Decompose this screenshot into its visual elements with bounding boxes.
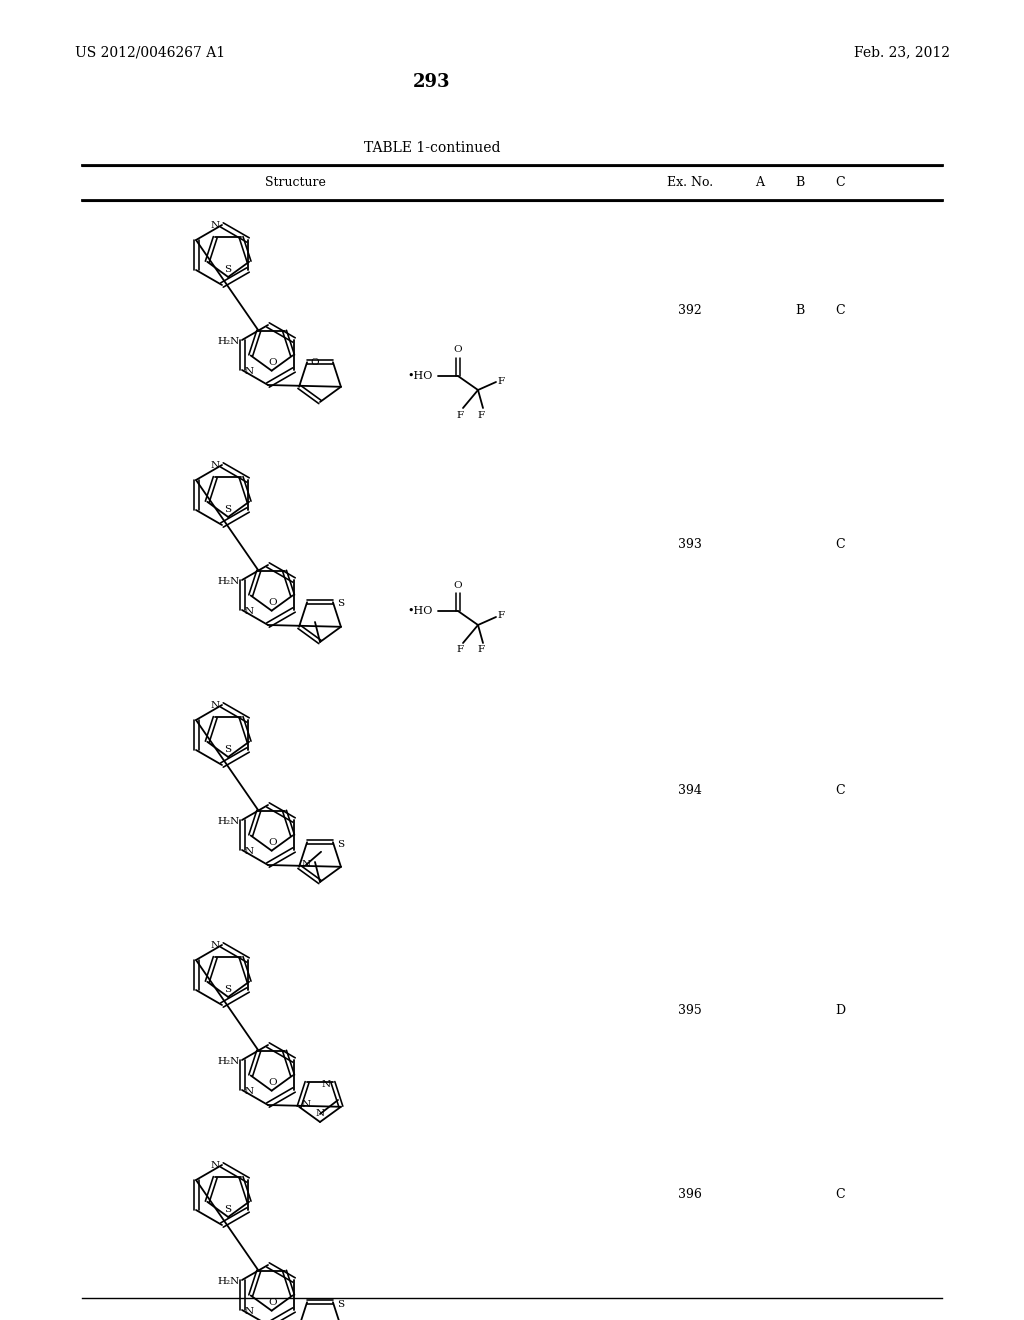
Text: S: S	[337, 599, 344, 607]
Text: S: S	[337, 1300, 344, 1308]
Text: 392: 392	[678, 304, 701, 317]
Text: C: C	[836, 177, 845, 190]
Text: H₂N: H₂N	[218, 577, 240, 586]
Text: O: O	[268, 358, 276, 367]
Text: O: O	[268, 598, 276, 607]
Text: F: F	[457, 411, 464, 420]
Text: B: B	[796, 304, 805, 317]
Text: N: N	[245, 846, 254, 855]
Text: 395: 395	[678, 1003, 701, 1016]
Text: N: N	[315, 1110, 325, 1118]
Text: 394: 394	[678, 784, 701, 796]
Text: N: N	[211, 220, 219, 230]
Text: N: N	[322, 1080, 331, 1089]
Text: TABLE 1-continued: TABLE 1-continued	[364, 141, 501, 154]
Text: N: N	[211, 1160, 219, 1170]
Text: S: S	[224, 504, 231, 513]
Text: O: O	[454, 581, 462, 590]
Text: F: F	[498, 376, 505, 385]
Text: N: N	[301, 861, 310, 870]
Text: N: N	[245, 606, 254, 615]
Text: Structure: Structure	[264, 177, 326, 190]
Text: O: O	[268, 838, 276, 847]
Text: H₂N: H₂N	[218, 337, 240, 346]
Text: •HO: •HO	[408, 606, 433, 616]
Text: S: S	[224, 1204, 231, 1213]
Text: O: O	[268, 1298, 276, 1307]
Text: F: F	[498, 611, 505, 620]
Text: S: S	[224, 264, 231, 273]
Text: H₂N: H₂N	[218, 817, 240, 825]
Text: F: F	[477, 645, 484, 655]
Text: C: C	[836, 1188, 845, 1201]
Text: S: S	[224, 744, 231, 754]
Text: O: O	[268, 1078, 276, 1088]
Text: N: N	[211, 461, 219, 470]
Text: S: S	[337, 840, 344, 849]
Text: N: N	[245, 367, 254, 375]
Text: O: O	[310, 358, 319, 367]
Text: B: B	[796, 177, 805, 190]
Text: N: N	[211, 701, 219, 710]
Text: O: O	[454, 346, 462, 355]
Text: •HO: •HO	[408, 371, 433, 381]
Text: H₂N: H₂N	[218, 1276, 240, 1286]
Text: US 2012/0046267 A1: US 2012/0046267 A1	[75, 45, 225, 59]
Text: 293: 293	[414, 73, 451, 91]
Text: F: F	[457, 645, 464, 655]
Text: Feb. 23, 2012: Feb. 23, 2012	[854, 45, 950, 59]
Text: N: N	[211, 940, 219, 949]
Text: F: F	[477, 411, 484, 420]
Text: C: C	[836, 304, 845, 317]
Text: Ex. No.: Ex. No.	[667, 177, 713, 190]
Text: S: S	[224, 985, 231, 994]
Text: D: D	[835, 1003, 845, 1016]
Text: N: N	[301, 1101, 310, 1109]
Text: 396: 396	[678, 1188, 701, 1201]
Text: C: C	[836, 539, 845, 552]
Text: 393: 393	[678, 539, 701, 552]
Text: N: N	[245, 1086, 254, 1096]
Text: H₂N: H₂N	[218, 1056, 240, 1065]
Text: N: N	[245, 1307, 254, 1316]
Text: A: A	[756, 177, 765, 190]
Text: C: C	[836, 784, 845, 796]
